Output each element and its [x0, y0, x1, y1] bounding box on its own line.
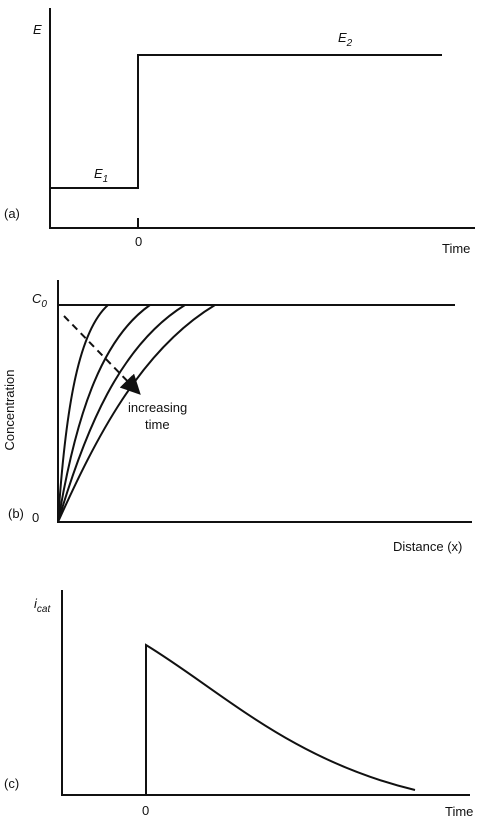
panel-a: E E2 E1 (a) 0 Time — [4, 8, 475, 256]
e1-label: E1 — [94, 166, 108, 185]
text: E — [338, 30, 347, 45]
text: E — [94, 166, 103, 181]
e2-label: E2 — [338, 30, 353, 49]
x-zero: 0 — [135, 234, 142, 249]
text: 2 — [346, 38, 353, 49]
c0-label: C0 — [32, 291, 47, 310]
text: C — [32, 291, 42, 306]
panel-label: (c) — [4, 776, 19, 791]
profile-2 — [57, 304, 151, 523]
axes — [49, 8, 475, 229]
y-zero: 0 — [32, 510, 39, 525]
y-label: E — [33, 22, 42, 37]
y-label: icat — [34, 596, 51, 615]
x-zero: 0 — [142, 803, 149, 818]
annotation: increasing — [128, 400, 187, 415]
y-label: Concentration — [2, 370, 17, 451]
profile-3 — [57, 304, 186, 523]
time-arrow — [63, 315, 141, 395]
potential-step — [50, 54, 442, 189]
text: 1 — [103, 174, 109, 185]
text: cat — [37, 604, 52, 615]
axes — [61, 590, 470, 796]
axes — [57, 280, 472, 523]
x-label: Time — [442, 241, 470, 256]
panel-b: C0 Concentration increasing time (b) 0 D… — [2, 280, 472, 554]
text: 0 — [41, 299, 47, 310]
current-decay — [145, 643, 416, 795]
profile-4 — [57, 304, 216, 523]
panel-c: icat (c) 0 Time — [4, 590, 473, 819]
annotation: time — [145, 417, 170, 432]
panel-label: (a) — [4, 206, 20, 221]
x-label: Time — [445, 804, 473, 819]
panel-label: (b) — [8, 506, 24, 521]
x-label: Distance (x) — [393, 539, 462, 554]
text: i — [34, 596, 38, 611]
profile-1 — [57, 304, 109, 523]
